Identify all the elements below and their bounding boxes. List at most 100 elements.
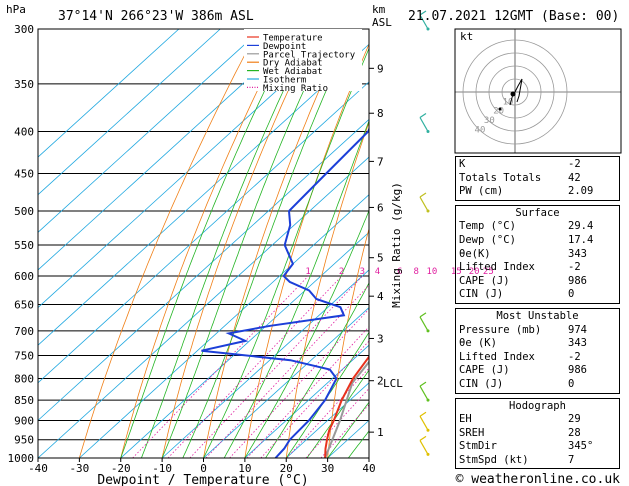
isotherm-line — [38, 81, 369, 384]
mixing-ratio-label: 3 — [360, 267, 365, 277]
isotherm-line — [38, 29, 221, 196]
index-label: StmSpd (kt) — [459, 453, 529, 466]
dry-adiabat-line — [244, 43, 369, 458]
pressure-tick-label: 550 — [14, 239, 34, 252]
index-row: StmSpd (kt) 7 — [459, 454, 616, 468]
index-label: StmDir — [459, 440, 497, 453]
pressure-tick-label: 450 — [14, 167, 34, 180]
index-row: Lifted Index -2 — [459, 261, 616, 275]
hodograph-ring — [462, 39, 568, 145]
dry-adiabat-line — [161, 29, 318, 458]
height-tick-label: 6 — [377, 201, 384, 214]
wind-barb-dot — [426, 130, 430, 134]
index-row: Totals Totals 42 — [459, 172, 616, 186]
isotherm-line — [161, 269, 369, 458]
dry-adiabat-line — [368, 451, 369, 458]
index-label: EH — [459, 413, 472, 426]
wind-barb-dot — [426, 452, 430, 456]
pressure-tick-label: 350 — [14, 78, 34, 91]
height-tick-label: 7 — [377, 155, 384, 168]
height-tick-label: 8 — [377, 107, 384, 120]
wet-adiabat-line — [182, 29, 354, 458]
chart-grid — [38, 29, 369, 458]
x-tick-label: -10 — [152, 462, 172, 475]
index-label: CAPE (J) — [459, 274, 510, 287]
index-row: PW (cm) 2.09 — [459, 185, 616, 199]
hodograph-ring — [488, 65, 542, 119]
index-value: 7 — [568, 453, 575, 466]
wind-barb — [419, 381, 427, 387]
pressure-tick-label: 650 — [14, 299, 34, 312]
wet-adiabat-line — [161, 29, 333, 458]
index-label: CIN (J) — [459, 377, 504, 390]
index-label: Pressure (mb) — [459, 323, 542, 336]
index-row: CIN (J) 0 — [459, 378, 616, 392]
hodograph-trace — [514, 78, 523, 103]
wet-adiabat-line — [265, 282, 369, 458]
mixing-ratio-label: 4 — [375, 267, 380, 277]
x-tick-label: 40 — [362, 462, 375, 475]
wind-barb — [419, 411, 427, 417]
index-row: K -2 — [459, 158, 616, 172]
mixing-ratio-line — [189, 275, 363, 458]
wind-barb — [419, 415, 429, 431]
index-value: -2 — [568, 350, 581, 363]
hodograph-ring-label: 40 — [475, 125, 486, 135]
isotherm-line — [38, 29, 345, 309]
index-value: 17.4 — [568, 233, 594, 246]
isotherm-line — [79, 194, 369, 458]
pressure-tick-label: 900 — [14, 414, 34, 427]
legend-label: Isotherm — [263, 76, 306, 86]
wind-barb — [419, 14, 429, 30]
hodograph-ring-label: 30 — [484, 116, 495, 126]
index-value: 343 — [568, 337, 587, 350]
x-tick-label: -30 — [69, 462, 89, 475]
index-value: 29.4 — [568, 220, 594, 233]
wet-adiabat-line — [306, 369, 369, 458]
pressure-tick-label: 750 — [14, 349, 34, 362]
pressure-tick-label: 950 — [14, 434, 34, 447]
wind-barb — [419, 117, 429, 132]
hodograph-storm-vector — [509, 93, 514, 106]
index-label: Dewp (°C) — [459, 233, 516, 246]
hodograph-indices-box: Hodograph EH 29 SREH 28 StmDir 345° StmSpd (kt… — [455, 397, 620, 470]
isotherm-line — [38, 43, 369, 346]
index-label: CIN (J) — [459, 288, 504, 301]
surface-title: Surface — [515, 206, 560, 219]
km-label: km — [372, 3, 386, 16]
x-tick-label: 10 — [238, 462, 251, 475]
footer-credit: © weatheronline.co.uk — [456, 472, 621, 486]
index-label: PW (cm) — [459, 185, 504, 198]
mixing-ratio-line — [167, 275, 343, 458]
wet-adiabat-line — [203, 47, 369, 458]
isotherm-line — [38, 156, 369, 458]
mixing-ratio-label: 1 — [305, 267, 310, 277]
pressure-tick-label: 600 — [14, 270, 34, 283]
index-value: 986 — [568, 364, 587, 377]
index-value: -2 — [568, 261, 581, 274]
index-value: 29 — [568, 413, 581, 426]
wind-barb — [419, 312, 427, 318]
index-label: θe(K) — [459, 247, 491, 260]
index-value: 986 — [568, 274, 587, 287]
indices-panel: K -2 Totals Totals 42 PW (cm) 2.09 Surface Te… — [455, 156, 620, 473]
hodograph-ring-label: 20 — [493, 107, 504, 117]
wind-barb — [419, 385, 429, 401]
isotherm-line — [38, 118, 369, 421]
index-label: CAPE (J) — [459, 364, 510, 377]
legend-label: Dewpoint — [263, 42, 306, 52]
lcl-label: LCL — [383, 377, 403, 390]
isotherm-line — [203, 307, 369, 458]
mixing-ratio-line — [205, 284, 369, 458]
isotherm-line — [244, 344, 369, 458]
hodograph-point — [498, 107, 502, 111]
pressure-tick-label: 850 — [14, 394, 34, 407]
chart-axes: 3003504004505005506006507007508008509009… — [8, 10, 494, 475]
x-tick-label: 30 — [321, 462, 334, 475]
hodograph-title: Hodograph — [509, 399, 566, 412]
parcel-trajectory-line — [324, 360, 369, 458]
temperature-line — [324, 355, 369, 458]
index-row: EH 29 — [459, 413, 616, 427]
